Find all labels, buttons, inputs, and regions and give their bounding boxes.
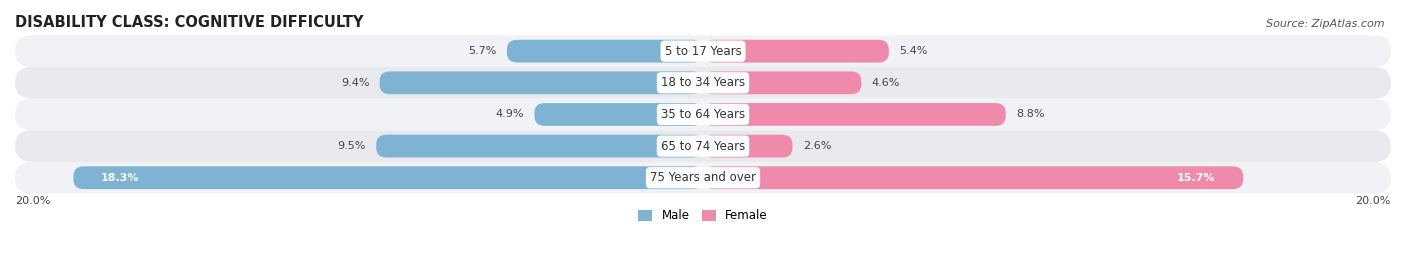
Text: 20.0%: 20.0% — [1355, 196, 1391, 206]
FancyBboxPatch shape — [703, 103, 1005, 126]
Text: 5.7%: 5.7% — [468, 46, 496, 56]
FancyBboxPatch shape — [534, 103, 703, 126]
Text: 4.9%: 4.9% — [496, 109, 524, 119]
FancyBboxPatch shape — [703, 71, 862, 94]
Legend: Male, Female: Male, Female — [638, 210, 768, 222]
Text: 65 to 74 Years: 65 to 74 Years — [661, 140, 745, 153]
Text: 18.3%: 18.3% — [101, 173, 139, 183]
Text: 15.7%: 15.7% — [1177, 173, 1216, 183]
FancyBboxPatch shape — [703, 135, 793, 157]
FancyBboxPatch shape — [377, 135, 703, 157]
FancyBboxPatch shape — [703, 40, 889, 63]
Text: 2.6%: 2.6% — [803, 141, 831, 151]
Text: 9.4%: 9.4% — [340, 78, 370, 88]
FancyBboxPatch shape — [15, 130, 1391, 162]
Text: 8.8%: 8.8% — [1017, 109, 1045, 119]
Text: 18 to 34 Years: 18 to 34 Years — [661, 76, 745, 89]
FancyBboxPatch shape — [380, 71, 703, 94]
Text: 4.6%: 4.6% — [872, 78, 900, 88]
Text: 75 Years and over: 75 Years and over — [650, 171, 756, 184]
Text: 35 to 64 Years: 35 to 64 Years — [661, 108, 745, 121]
Text: 5 to 17 Years: 5 to 17 Years — [665, 45, 741, 58]
Text: 20.0%: 20.0% — [15, 196, 51, 206]
Text: 5.4%: 5.4% — [898, 46, 928, 56]
Text: Source: ZipAtlas.com: Source: ZipAtlas.com — [1267, 19, 1385, 29]
FancyBboxPatch shape — [703, 166, 1243, 189]
Text: 9.5%: 9.5% — [337, 141, 366, 151]
FancyBboxPatch shape — [15, 99, 1391, 130]
Text: DISABILITY CLASS: COGNITIVE DIFFICULTY: DISABILITY CLASS: COGNITIVE DIFFICULTY — [15, 15, 364, 30]
FancyBboxPatch shape — [15, 35, 1391, 67]
FancyBboxPatch shape — [15, 162, 1391, 194]
FancyBboxPatch shape — [73, 166, 703, 189]
FancyBboxPatch shape — [508, 40, 703, 63]
FancyBboxPatch shape — [15, 67, 1391, 99]
